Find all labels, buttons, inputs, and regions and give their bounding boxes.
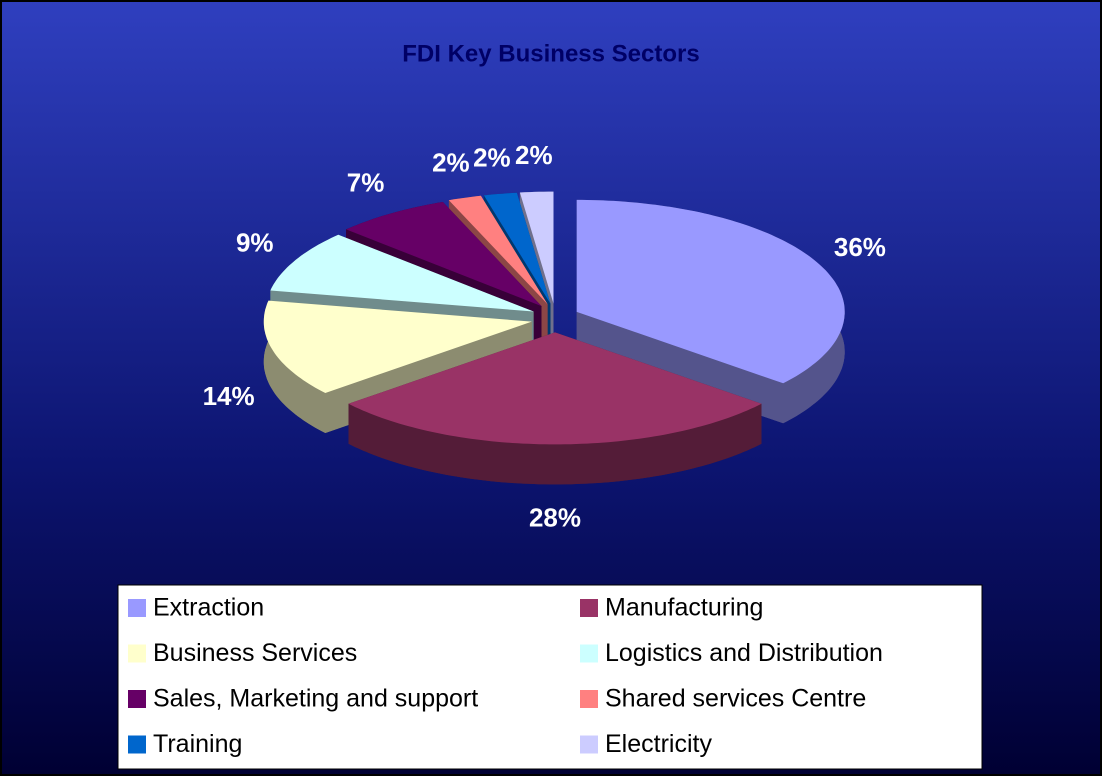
legend-swatch [580,690,598,708]
legend-label: Sales, Marketing and support [153,685,478,713]
legend [117,584,983,770]
data-label: 14% [203,381,255,411]
slice [348,332,762,445]
legend-label: Shared services Centre [605,685,866,713]
slice [519,191,554,304]
legend-label: Business Services [153,639,357,667]
slice [576,199,845,384]
legend-swatch [580,735,598,754]
legend-label: Extraction [153,594,264,622]
data-label: 9% [236,228,274,258]
data-label: 36% [834,232,886,262]
chart-title: FDI Key Business Sectors [402,40,699,67]
data-label: 2% [432,147,470,177]
data-label: 2% [515,140,553,170]
slice-side [348,403,762,485]
legend-swatch [128,599,146,617]
slice [263,300,532,393]
legend-label: Training [153,730,242,758]
data-label: 28% [529,502,581,532]
slice [448,195,548,305]
slice-side [263,300,326,433]
legend-swatch [580,644,598,663]
slice [346,202,542,307]
data-label: 2% [473,142,511,172]
pie [263,191,845,485]
legend-swatch [128,735,146,754]
slice [270,234,534,312]
legend-swatch [128,644,146,663]
legend-label: Electricity [605,730,712,758]
data-label: 7% [347,167,385,197]
slice [483,192,551,304]
legend-swatch [128,690,146,708]
legend-label: Manufacturing [605,594,763,622]
legend-swatch [580,599,598,617]
legend-label: Logistics and Distribution [605,639,883,667]
